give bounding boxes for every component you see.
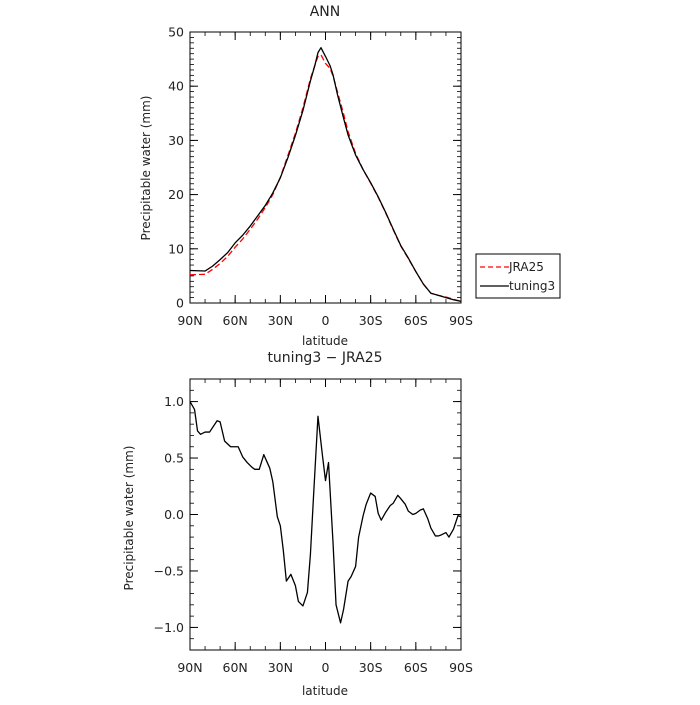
x-tick-label: 30N: [268, 313, 293, 328]
y-tick-label: 10: [168, 241, 184, 256]
y-tick-label: −0.5: [154, 563, 184, 578]
x-tick-label: 30N: [268, 660, 293, 675]
plot-frame: [189, 31, 462, 304]
chart-title: tuning3 − JRA25: [267, 350, 382, 366]
x-tick-label: 90N: [177, 660, 202, 675]
x-tick-label: 30S: [359, 313, 383, 328]
series-line-tuning3: [189, 47, 462, 303]
y-tick-label: 0.0: [164, 507, 184, 522]
legend-label-tuning3: tuning3: [509, 279, 555, 293]
panel-difference: tuning3 − JRA25 −1.0 −0.5 0.0 0.5 1.0 90N 60N 3…: [122, 350, 473, 698]
x-axis-label: latitude: [302, 334, 348, 348]
panel-ann: ANN 0 10 20 30 40 50 90N 60N 30N 0 30S 60S 90S latit…: [139, 4, 561, 348]
y-tick-label: 1.0: [164, 394, 184, 409]
series-line-difference: [189, 401, 462, 624]
legend: JRA25 tuning3: [475, 253, 561, 299]
x-tick-label: 30S: [359, 660, 383, 675]
legend-box: [475, 253, 561, 299]
x-tick-label: 60N: [223, 313, 248, 328]
chart-title: ANN: [310, 4, 341, 20]
x-tick-label: 60N: [223, 660, 248, 675]
y-tick-label: 20: [168, 187, 184, 202]
y-tick-label: 0: [176, 296, 184, 311]
series-group: [189, 47, 462, 303]
y-axis-label: Precipitable water (mm): [139, 96, 153, 241]
y-tick-label: 0.5: [164, 451, 184, 466]
plot-frame: [189, 378, 462, 651]
y-tick-label: 40: [168, 79, 184, 94]
y-tick-label: 30: [168, 133, 184, 148]
axis-ticks: −1.0 −0.5 0.0 0.5 1.0 90N 60N 30N 0 30S 60S 90S: [154, 378, 473, 675]
y-tick-label: 50: [168, 25, 184, 40]
x-tick-label: 0: [322, 660, 330, 675]
x-tick-label: 0: [322, 313, 330, 328]
x-tick-label: 60S: [404, 313, 428, 328]
x-axis-label: latitude: [302, 684, 348, 698]
x-tick-label: 60S: [404, 660, 428, 675]
x-tick-label: 90N: [177, 313, 202, 328]
series-group: [189, 401, 462, 624]
y-tick-label: −1.0: [154, 620, 184, 635]
x-tick-label: 90S: [449, 313, 473, 328]
axis-ticks: 0 10 20 30 40 50 90N 60N 30N 0 30S 60S 90S: [168, 25, 473, 329]
series-line-jra25: [189, 54, 462, 302]
x-tick-label: 90S: [449, 660, 473, 675]
legend-label-jra25: JRA25: [508, 260, 544, 274]
y-axis-label: Precipitable water (mm): [122, 446, 136, 591]
